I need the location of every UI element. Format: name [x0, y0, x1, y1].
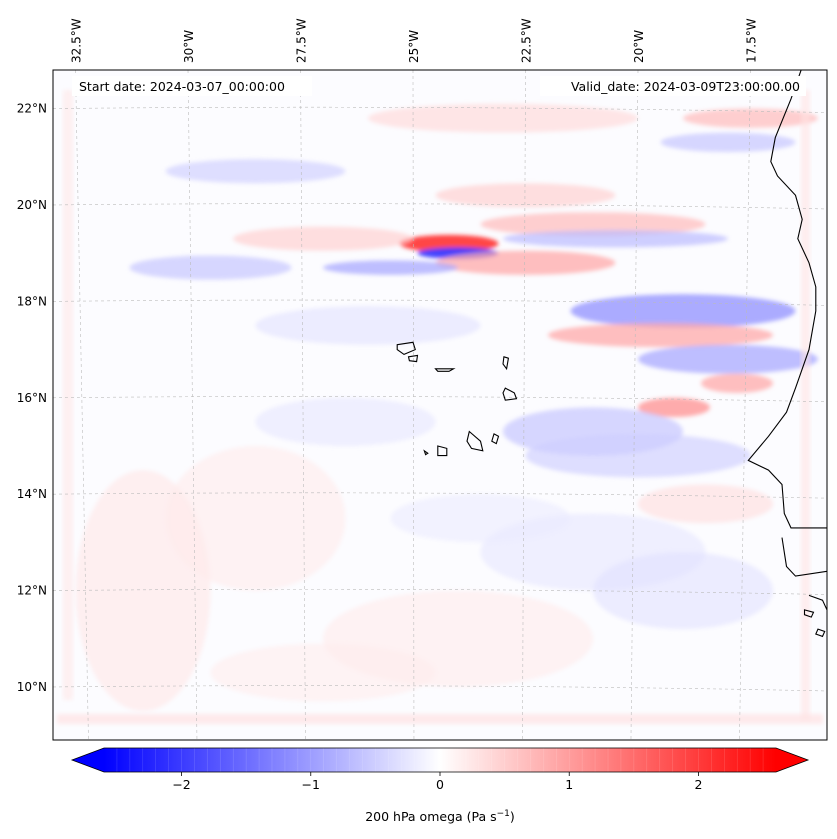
island-outline — [437, 445, 448, 457]
gridlines — [53, 70, 827, 740]
meridian-line — [300, 70, 306, 740]
omega-cell — [701, 373, 773, 393]
colorbar-extend-high — [776, 748, 808, 772]
omega-cell — [638, 484, 773, 524]
map-panel — [52, 69, 828, 741]
colorbar-ticks: −2 −1 0 1 2 — [172, 772, 702, 792]
meridian-line — [75, 70, 89, 740]
colorbar: −2 −1 0 1 2 200 hPa omega (Pa s−1) — [70, 747, 810, 824]
island-outline — [502, 387, 518, 401]
lon-tick-label: 30°W — [182, 30, 196, 63]
parallel-line — [53, 396, 827, 403]
island-outline — [434, 368, 456, 372]
omega-cell — [660, 132, 796, 152]
colorbar-tick-label: 2 — [694, 777, 702, 792]
island-outline — [396, 341, 416, 356]
start-date-box — [72, 76, 312, 96]
map-frame — [52, 69, 828, 741]
omega-field — [75, 103, 818, 712]
lat-tick-label: 16°N — [17, 391, 47, 405]
omega-cell — [525, 433, 751, 478]
colorbar-gradient — [104, 748, 776, 772]
island-outline — [466, 430, 484, 452]
meridian-line — [630, 70, 639, 740]
omega-cell — [638, 344, 818, 374]
omega-cell — [255, 397, 436, 446]
colorbar-outline — [70, 747, 810, 773]
omega-cell — [129, 255, 292, 280]
edge-band-bottom — [57, 714, 823, 724]
omega-cell — [480, 212, 706, 237]
parallel-line — [53, 588, 827, 595]
island-outline — [815, 628, 826, 638]
island-outline — [491, 433, 500, 445]
omega-cell — [165, 159, 346, 184]
edge-band-left — [63, 90, 73, 700]
omega-cell — [368, 103, 638, 133]
omega-cell — [233, 226, 413, 251]
colorbar-tick-label: 0 — [436, 777, 444, 792]
omega-cell — [255, 306, 481, 345]
lat-tick-label: 14°N — [17, 487, 47, 501]
meridian-line — [522, 70, 526, 740]
lat-tick-label: 22°N — [17, 102, 47, 116]
parallel-line — [53, 685, 827, 692]
africa-coast — [808, 594, 827, 611]
island-outline — [803, 609, 815, 618]
island-outline — [407, 354, 419, 363]
lon-tick-label: 25°W — [407, 30, 421, 63]
omega-cell — [683, 108, 818, 128]
lon-tick-label: 17.5°W — [745, 18, 759, 63]
omega-cell — [593, 552, 773, 630]
omega-cell — [323, 260, 458, 275]
colorbar-body — [70, 747, 810, 773]
parallel-line — [53, 203, 827, 210]
meridian-line — [187, 70, 198, 740]
colorbar-tick-label: −2 — [172, 777, 190, 792]
edge-band-right — [801, 90, 810, 720]
start-date-label: Start date: 2024-03-07_00:00:00 — [79, 79, 285, 94]
latitude-ticks: 22°N 20°N 18°N 16°N 14°N 12°N 10°N — [17, 102, 47, 694]
omega-cell — [165, 445, 346, 591]
valid-date-box — [540, 76, 806, 96]
omega-cell — [210, 643, 436, 702]
coastline — [396, 70, 827, 638]
parallel-line — [53, 299, 827, 306]
domain-edge-band — [57, 90, 823, 724]
omega-cell — [638, 397, 710, 418]
omega-cell — [435, 183, 616, 208]
meridian-line — [412, 70, 415, 740]
colorbar-tick-label: −1 — [302, 777, 320, 792]
omega-cell — [548, 323, 773, 348]
lat-tick-label: 20°N — [17, 198, 47, 212]
omega-cell — [503, 230, 728, 248]
lon-tick-label: 20°W — [632, 30, 646, 63]
lon-tick-label: 27.5°W — [295, 18, 309, 63]
omega-cell — [435, 250, 616, 275]
colorbar-tick-label: 1 — [565, 777, 573, 792]
longitude-ticks: 32.5°W 30°W 27.5°W 25°W 22.5°W 20°W 17.5°W — [70, 18, 759, 63]
omega-cell — [570, 294, 796, 328]
omega-cell — [390, 494, 571, 543]
island-outline — [502, 356, 510, 371]
lon-tick-label: 22.5°W — [520, 18, 534, 63]
parallel-line — [53, 492, 827, 499]
valid-date-label: Valid_date: 2024-03-09T23:00:00.00 — [571, 79, 800, 94]
meridian-line — [739, 70, 751, 740]
lat-tick-label: 10°N — [17, 680, 47, 694]
lat-tick-label: 18°N — [17, 294, 47, 308]
lon-tick-label: 32.5°W — [70, 18, 84, 63]
africa-coast — [781, 537, 827, 577]
africa-coast — [747, 70, 827, 529]
parallel-line — [53, 106, 827, 113]
colorbar-title: 200 hPa omega (Pa s−1) — [365, 809, 515, 824]
island-outline — [423, 449, 429, 456]
colorbar-extend-low — [72, 748, 104, 772]
lat-tick-label: 12°N — [17, 584, 47, 598]
